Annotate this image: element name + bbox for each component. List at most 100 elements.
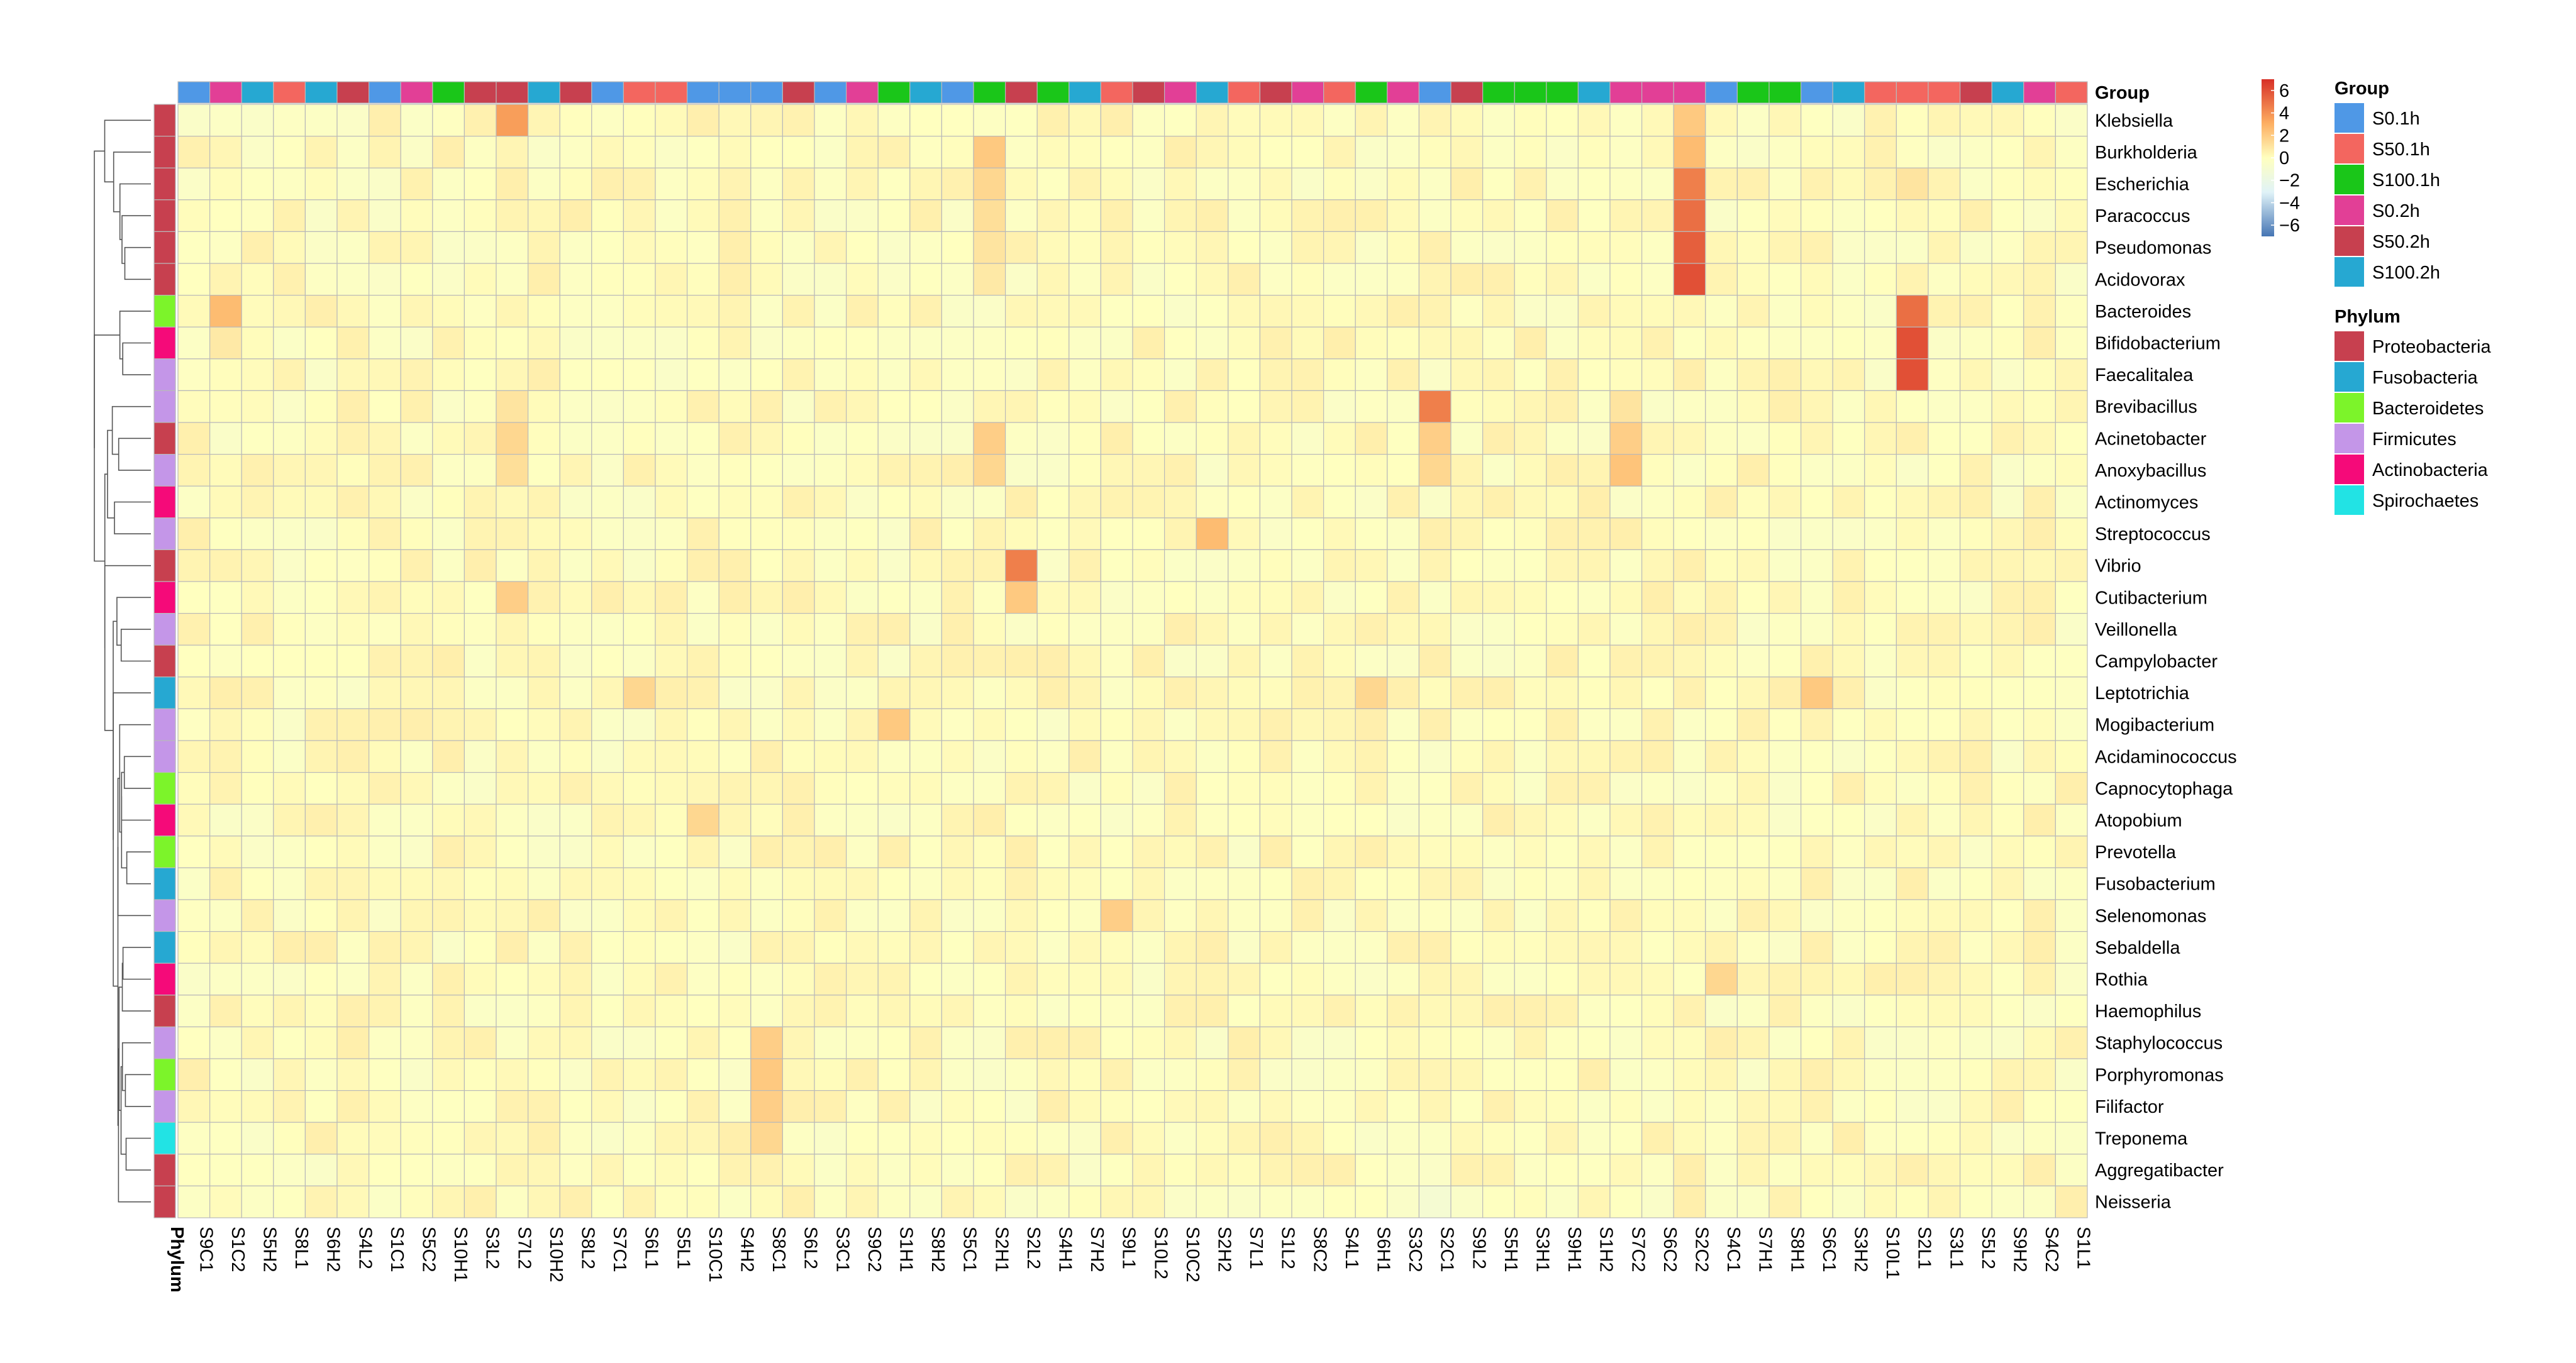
heatmap-cell [241, 453, 274, 487]
heatmap-cell [1736, 1090, 1770, 1123]
heatmap-cell [814, 422, 847, 455]
heatmap-cell [336, 1090, 370, 1123]
heatmap-cell [782, 803, 815, 837]
heatmap-cell [623, 867, 656, 900]
heatmap-cell [336, 199, 370, 232]
heatmap-cell [1514, 1185, 1547, 1218]
heatmap-cell [1801, 771, 1833, 805]
column-label: S5C2 [419, 1227, 439, 1272]
heatmap-cell [2023, 1058, 2057, 1091]
heatmap-cell [1801, 708, 1833, 741]
heatmap-cell [1801, 1026, 1833, 1059]
heatmap-cell [1196, 930, 1229, 964]
heatmap-cell [941, 1154, 974, 1187]
heatmap-cell [1736, 676, 1770, 710]
heatmap-cell [177, 676, 211, 710]
heatmap-cell [1736, 899, 1770, 932]
dendrogram-branch [119, 183, 151, 240]
heatmap-cell [623, 1026, 656, 1059]
heatmap-cell [591, 263, 624, 296]
heatmap-cell [1736, 390, 1770, 423]
heatmap-cell [400, 485, 433, 519]
heatmap-cell [1801, 1185, 1833, 1218]
heatmap-cell [1609, 836, 1643, 869]
heatmap-cell [1577, 771, 1611, 805]
heatmap-cell [336, 1154, 370, 1187]
heatmap-cell [1132, 167, 1165, 201]
heatmap-cell [1132, 1090, 1165, 1123]
heatmap-cell [336, 995, 370, 1028]
heatmap-cell [750, 867, 784, 900]
heatmap-cell [1259, 295, 1292, 328]
heatmap-cell [1960, 422, 1992, 455]
heatmap-cell [1291, 295, 1324, 328]
heatmap-cell [1705, 104, 1738, 137]
row-label: Pseudomonas [2095, 238, 2211, 258]
heatmap-cell [1896, 740, 1929, 773]
heatmap-cell [273, 708, 306, 741]
heatmap-cell [1832, 136, 1865, 168]
heatmap-cell [2055, 1185, 2088, 1218]
heatmap-cell [432, 517, 465, 550]
row-label: Filifactor [2095, 1097, 2164, 1117]
heatmap-cell [273, 517, 306, 550]
heatmap-cell [591, 136, 624, 168]
heatmap-cell [1004, 803, 1038, 837]
heatmap-cell [432, 1026, 465, 1059]
heatmap-cell [655, 1185, 688, 1218]
heatmap-cell [750, 930, 784, 964]
heatmap-cell [1196, 963, 1229, 996]
heatmap-cell [177, 771, 211, 805]
heatmap-cell [1514, 1090, 1547, 1123]
heatmap-cell [1609, 231, 1643, 264]
heatmap-cell [1482, 995, 1515, 1028]
heatmap-cell [1291, 1154, 1324, 1187]
heatmap-cell [241, 836, 274, 869]
heatmap-cell [1450, 295, 1484, 328]
group-legend-swatch [2334, 103, 2364, 133]
heatmap-cell [686, 422, 719, 455]
heatmap-cell [241, 1026, 274, 1059]
row-label: Aggregatibacter [2095, 1161, 2224, 1181]
heatmap-cell [1960, 1026, 1992, 1059]
heatmap-cell [941, 612, 974, 646]
heatmap-cell [496, 899, 529, 932]
heatmap-cell [1705, 930, 1738, 964]
heatmap-cell [273, 740, 306, 773]
heatmap-cell [2023, 708, 2057, 741]
heatmap-cell [1546, 517, 1579, 550]
heatmap-cell [1832, 867, 1865, 900]
heatmap-cell [304, 1058, 338, 1091]
heatmap-cell [273, 1090, 306, 1123]
heatmap-cell [336, 930, 370, 964]
heatmap-cell [559, 422, 592, 455]
heatmap-cell [1036, 867, 1070, 900]
heatmap-cell [496, 836, 529, 869]
heatmap-cell [559, 963, 592, 996]
heatmap-cell [1801, 867, 1833, 900]
heatmap-cell [1323, 422, 1356, 455]
heatmap-cell [527, 390, 560, 423]
heatmap-cell [1163, 167, 1197, 201]
heatmap-cell [559, 136, 592, 168]
heatmap-cell [1896, 930, 1929, 964]
heatmap-cell [1323, 199, 1356, 232]
heatmap-cell [1132, 485, 1165, 519]
heatmap-cell [1323, 836, 1356, 869]
heatmap-cell [336, 644, 370, 678]
heatmap-cell [973, 295, 1006, 328]
heatmap-cell [527, 1185, 560, 1218]
heatmap-cell [655, 517, 688, 550]
heatmap-cell [336, 231, 370, 264]
heatmap-cell [1163, 1090, 1197, 1123]
heatmap-cell [1450, 1154, 1484, 1187]
heatmap-cell [1801, 104, 1833, 137]
heatmap-cell [1387, 485, 1420, 519]
heatmap-cell [177, 867, 211, 900]
heatmap-cell [527, 1058, 560, 1091]
heatmap-cell [559, 899, 592, 932]
heatmap-cell [1673, 708, 1706, 741]
heatmap-cell [1387, 422, 1420, 455]
heatmap-cell [941, 104, 974, 137]
heatmap-cell [209, 708, 242, 741]
